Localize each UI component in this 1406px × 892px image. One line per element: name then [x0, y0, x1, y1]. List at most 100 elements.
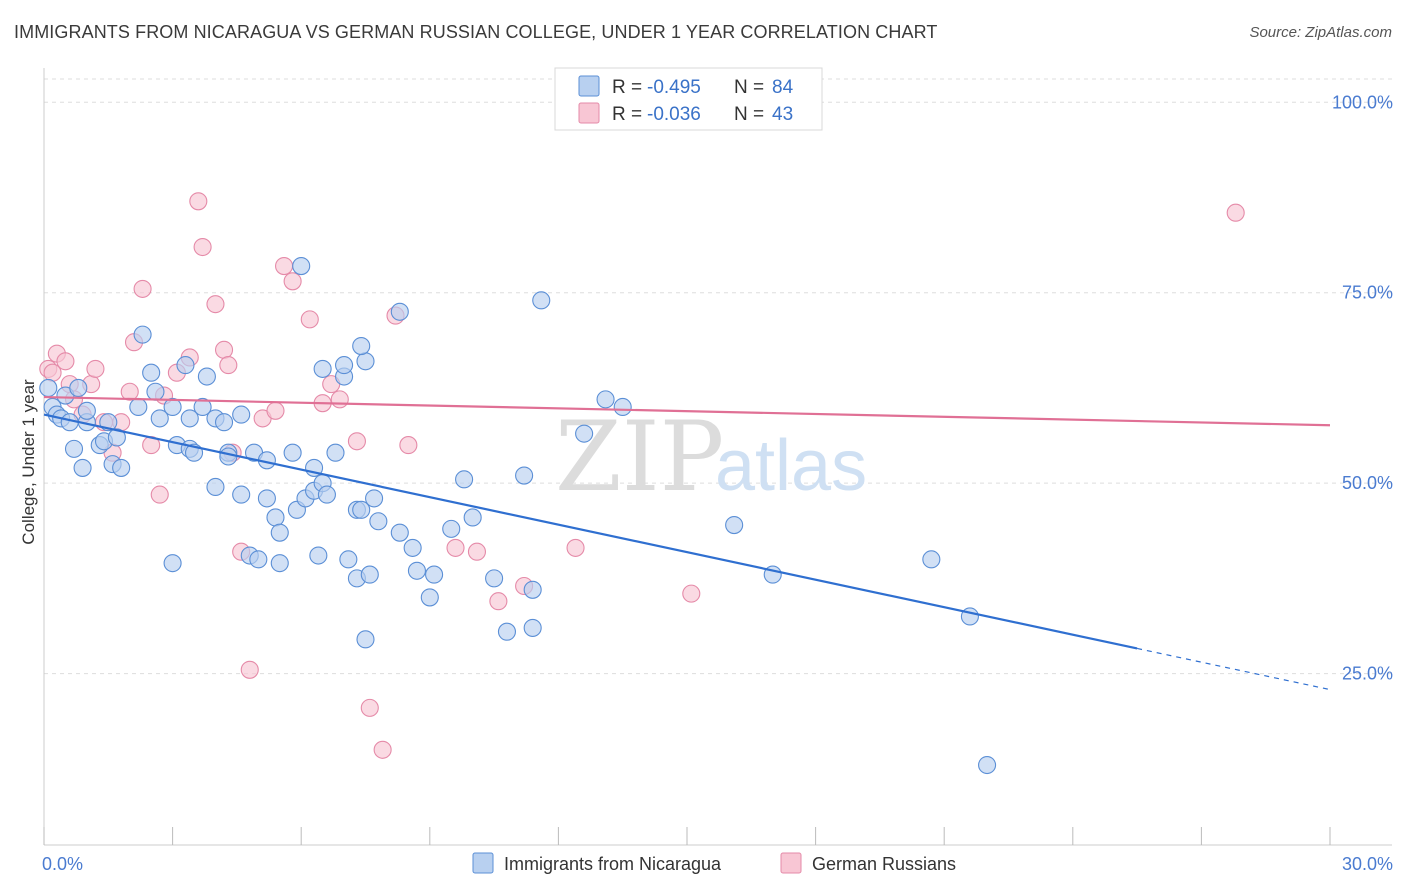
data-point — [317, 485, 336, 504]
data-point — [523, 580, 542, 599]
legend-n-label-1: N = — [734, 77, 764, 98]
data-point — [515, 466, 534, 485]
data-point — [150, 485, 169, 504]
data-point — [283, 272, 302, 291]
data-point — [326, 443, 345, 462]
data-point — [922, 550, 941, 569]
data-point — [206, 477, 225, 497]
y-tick-label: 25.0% — [1342, 664, 1393, 684]
data-point — [120, 382, 139, 401]
data-point — [270, 523, 289, 542]
data-point — [309, 546, 328, 565]
data-point — [249, 550, 268, 569]
data-point — [566, 538, 585, 557]
data-point — [489, 592, 508, 611]
data-point — [232, 485, 251, 504]
data-point — [575, 424, 594, 443]
y-tick-label: 100.0% — [1332, 92, 1393, 112]
data-point — [339, 550, 358, 569]
data-point — [403, 538, 422, 557]
legend-r-value-2: -0.036 — [647, 104, 701, 125]
legend-n-value-1: 84 — [772, 77, 794, 98]
legend-n-label-2: N = — [734, 104, 764, 125]
data-point — [266, 508, 285, 527]
data-point — [206, 295, 225, 314]
data-point — [399, 436, 418, 455]
data-point — [133, 325, 152, 344]
data-point — [420, 588, 439, 607]
data-point — [86, 359, 105, 378]
data-point — [197, 367, 216, 386]
legend-swatch-blue — [578, 75, 600, 97]
data-point — [107, 428, 126, 447]
series-legend: Immigrants from Nicaragua German Russian… — [472, 852, 956, 874]
data-point — [300, 310, 319, 329]
data-point — [335, 356, 354, 375]
data-point — [266, 401, 285, 420]
trend-line-german-russians — [43, 395, 1331, 427]
x-tick-label: 30.0% — [1342, 854, 1393, 874]
y-axis-label: College, Under 1 year — [19, 379, 38, 545]
bottom-legend-label-1: Immigrants from Nicaragua — [504, 854, 722, 874]
data-point — [275, 257, 294, 276]
data-point — [133, 279, 152, 298]
data-point — [39, 378, 58, 397]
trend-line-nicaragua-extension — [1136, 647, 1331, 691]
watermark-atlas: atlas — [715, 426, 867, 506]
data-point — [69, 378, 88, 397]
data-point — [347, 432, 366, 451]
legend-swatch-pink — [578, 102, 600, 124]
y-tick-label: 75.0% — [1342, 283, 1393, 303]
gridlines — [44, 78, 1392, 675]
data-point — [390, 302, 409, 321]
data-point — [455, 470, 474, 489]
data-point — [390, 523, 409, 542]
source-label: Source: ZipAtlas.com — [1249, 24, 1392, 41]
data-point — [129, 397, 148, 417]
bottom-legend-swatch-pink — [780, 852, 802, 874]
trend-lines — [43, 395, 1331, 691]
data-point — [442, 519, 461, 538]
data-point — [532, 291, 551, 310]
data-point — [193, 397, 212, 417]
data-point — [613, 397, 632, 417]
x-tick-labels: 0.0% 30.0% — [42, 854, 1393, 874]
data-point — [180, 409, 199, 428]
data-point — [446, 538, 465, 557]
data-point — [463, 508, 482, 527]
legend-r-label-1: R = — [612, 77, 642, 98]
data-point — [352, 500, 371, 519]
chart-title: IMMIGRANTS FROM NICARAGUA VS GERMAN RUSS… — [14, 22, 938, 42]
data-point — [467, 542, 487, 561]
data-point — [56, 352, 75, 371]
data-point — [240, 660, 259, 679]
data-point — [163, 554, 182, 573]
data-point — [352, 336, 371, 356]
bottom-legend-swatch-blue — [472, 852, 494, 874]
data-point — [77, 401, 96, 420]
data-point — [219, 356, 238, 375]
data-point — [330, 390, 349, 409]
data-point — [497, 622, 517, 641]
data-point — [356, 352, 375, 371]
data-point — [232, 405, 251, 424]
data-point — [485, 569, 504, 588]
data-point — [523, 618, 542, 637]
legend-n-value-2: 43 — [772, 104, 793, 125]
legend-r-label-2: R = — [612, 104, 642, 125]
data-point — [142, 363, 161, 382]
legend-r-value-1: -0.495 — [647, 77, 701, 98]
data-point — [978, 755, 997, 775]
watermark-zip: ZIP — [555, 401, 724, 513]
data-point — [257, 489, 276, 508]
data-point — [146, 382, 165, 401]
data-point — [283, 443, 302, 462]
data-point — [425, 565, 444, 584]
data-point — [407, 561, 426, 580]
data-point — [369, 512, 388, 531]
data-point — [64, 439, 84, 458]
axes — [43, 68, 1392, 846]
data-point — [193, 237, 212, 257]
x-tick-label: 0.0% — [42, 854, 83, 874]
